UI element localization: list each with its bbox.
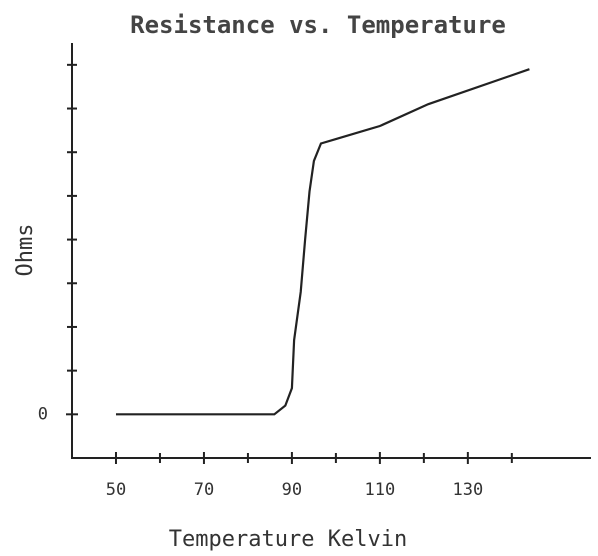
x-tick-label: 130: [452, 480, 483, 500]
x-tick-label: 70: [194, 480, 214, 500]
x-tick-label: 90: [282, 480, 302, 500]
data-line: [115, 68, 530, 416]
y-axis-label: Ohms: [13, 224, 38, 277]
x-tick-label: 110: [365, 480, 396, 500]
x-tick-label: 50: [106, 480, 126, 500]
chart-title: Resistance vs. Temperature: [130, 11, 506, 39]
y-tick-label: 0: [38, 404, 48, 424]
x-axis-label: Temperature Kelvin: [169, 527, 407, 552]
